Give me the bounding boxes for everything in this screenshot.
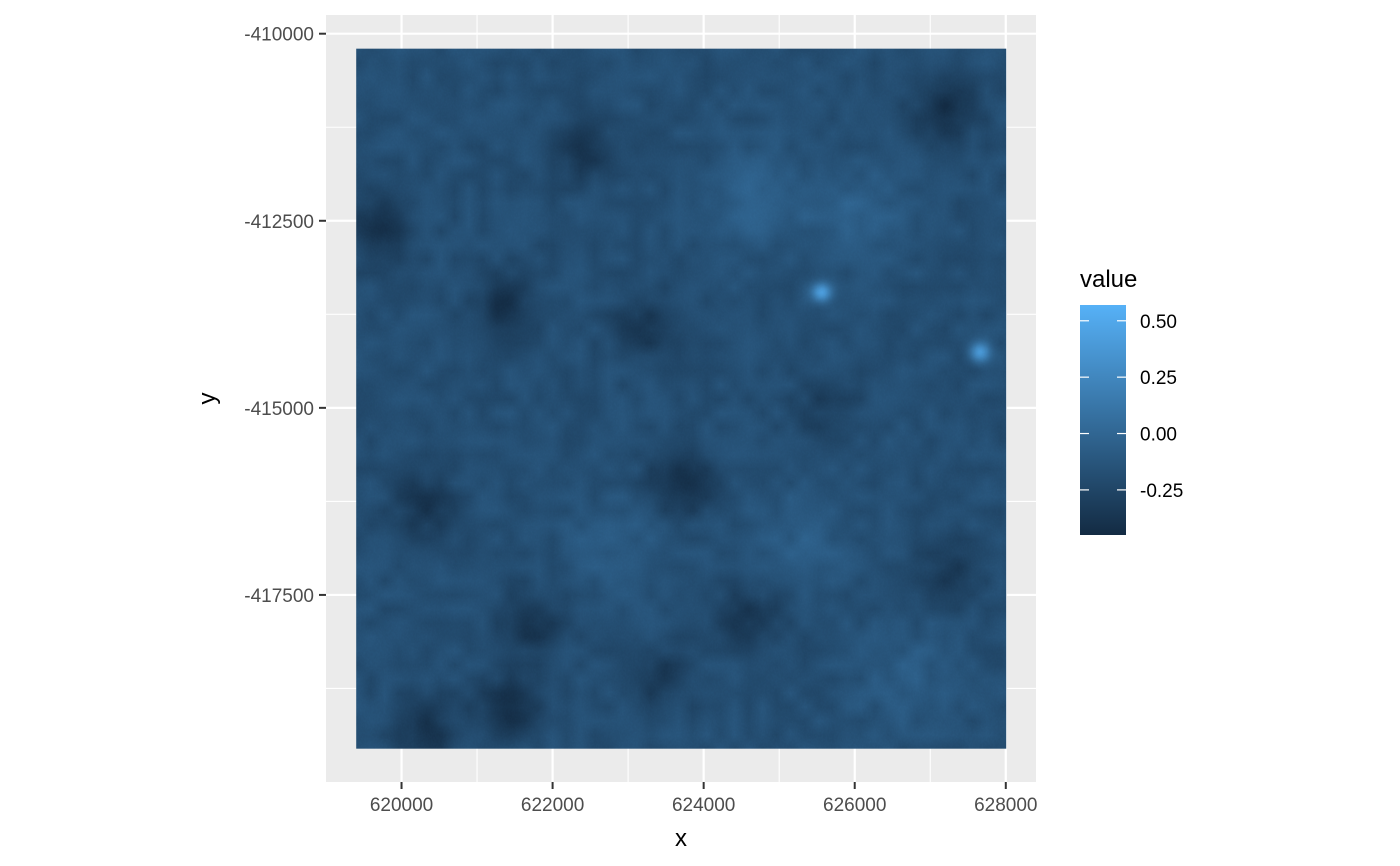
legend-break-label: 0.25	[1140, 368, 1177, 389]
y-tick-label: -415000	[244, 399, 314, 420]
legend-break-label: 0.50	[1140, 312, 1177, 333]
y-tick-label: -412500	[244, 212, 314, 233]
x-tick-label: 626000	[823, 795, 886, 816]
x-axis-title: x	[675, 825, 687, 852]
y-axis-title: y	[194, 393, 221, 405]
legend-break-label: -0.25	[1140, 481, 1183, 502]
x-tick-label: 628000	[974, 795, 1037, 816]
legend-ticks: 0.50 0.25 0.00 -0.25	[1080, 312, 1183, 502]
legend-colorbar	[1080, 305, 1126, 535]
x-axis: 620000 622000 624000 626000 628000	[370, 782, 1037, 816]
legend-break-label: 0.00	[1140, 425, 1177, 446]
raster	[356, 48, 1007, 749]
x-tick-label: 624000	[672, 795, 735, 816]
legend-title: value	[1080, 266, 1137, 293]
y-tick-label: -410000	[244, 25, 314, 46]
y-tick-label: -417500	[244, 586, 314, 607]
x-tick-label: 622000	[521, 795, 584, 816]
x-tick-label: 620000	[370, 795, 433, 816]
raster-image	[356, 48, 1007, 749]
legend: value 0.50 0.25 0.00 -0.25	[1080, 266, 1183, 535]
y-axis: -410000 -412500 -415000 -417500	[244, 25, 326, 607]
